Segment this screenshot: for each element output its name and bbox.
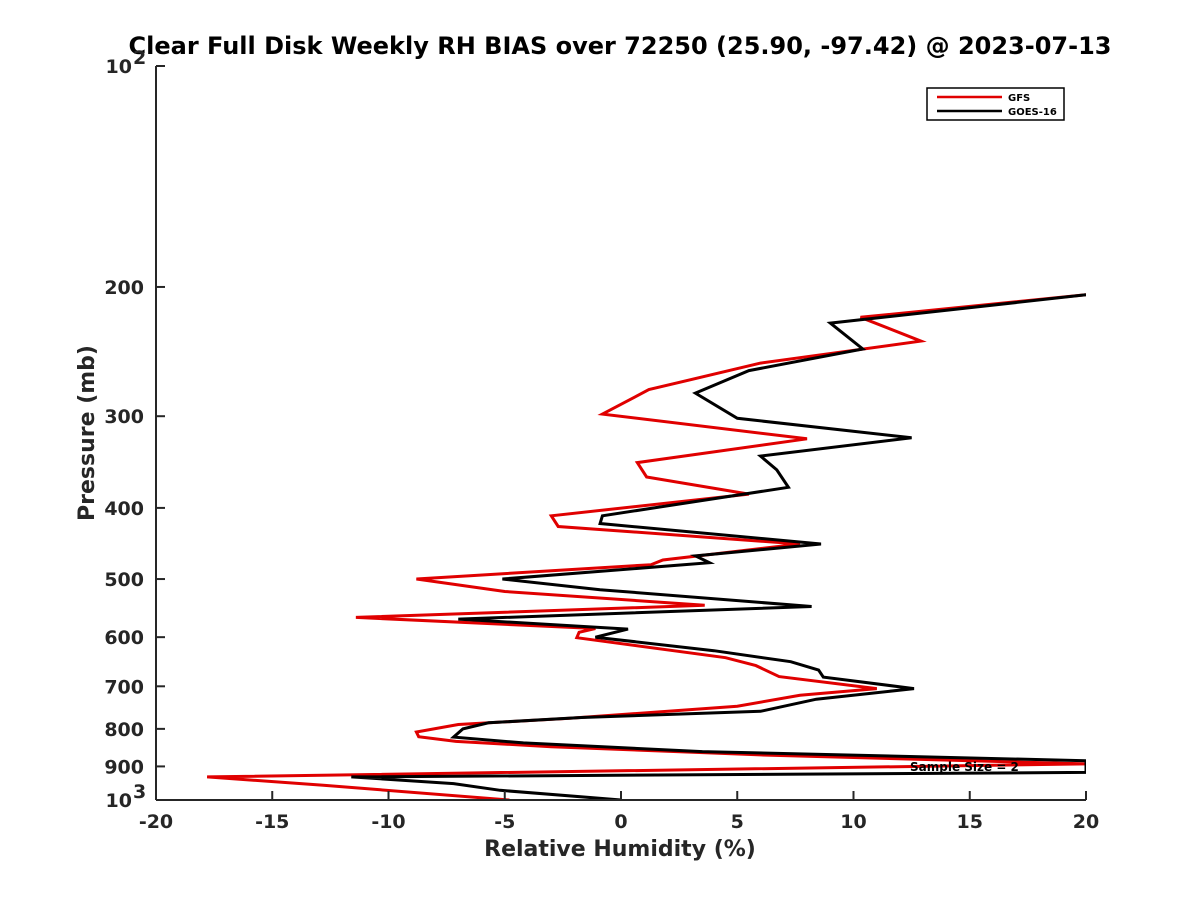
y-tick-label: 500: [104, 569, 144, 591]
x-tick-label: 15: [957, 811, 983, 833]
legend-box: [926, 87, 1065, 121]
y-tick-label: 600: [104, 627, 144, 649]
x-tick-label: -5: [494, 811, 515, 833]
chart-title: Clear Full Disk Weekly RH BIAS over 7225…: [129, 32, 1112, 60]
x-tick-label: 5: [731, 811, 744, 833]
x-axis-label: Relative Humidity (%): [484, 837, 756, 862]
y-tick-exponent: 3: [133, 781, 146, 803]
series-line-goes-16: [351, 293, 1086, 800]
y-tick-label: 700: [104, 676, 144, 698]
y-tick-label: 400: [104, 498, 144, 520]
x-tick-label: -10: [371, 811, 405, 833]
x-tick-label: 0: [614, 811, 627, 833]
legend-label-goes-16: GOES-16: [1008, 107, 1057, 118]
y-tick-label: 300: [104, 406, 144, 428]
y-tick-label: 800: [104, 719, 144, 741]
y-tick-label: 900: [104, 756, 144, 778]
y-tick-exponent: 2: [133, 47, 146, 69]
x-tick-label: -20: [139, 811, 173, 833]
y-axis-label: Pressure (mb): [75, 345, 100, 521]
y-tick-label: 10: [106, 790, 132, 812]
x-tick-label: -15: [255, 811, 289, 833]
x-tick-label: 10: [840, 811, 866, 833]
y-tick-label: 10: [106, 56, 132, 78]
legend: GFS GOES-16: [926, 87, 1065, 121]
legend-label-gfs: GFS: [1008, 93, 1030, 104]
sample-size-annotation: Sample Size = 2: [910, 760, 1019, 774]
x-tick-label: 20: [1073, 811, 1099, 833]
y-tick-label: 200: [104, 277, 144, 299]
